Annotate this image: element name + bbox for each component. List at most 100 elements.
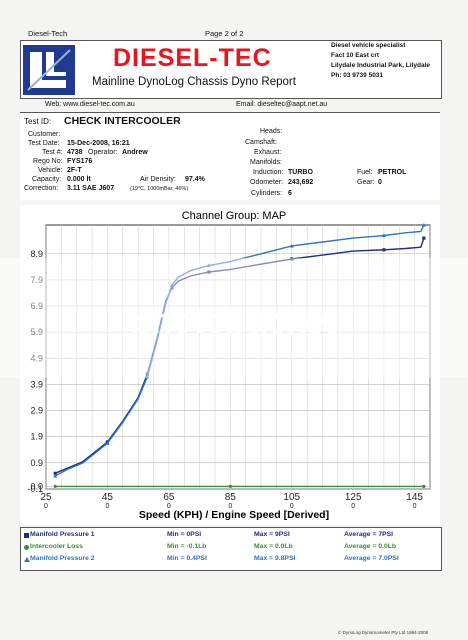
x-tick-sublabel: 0 xyxy=(413,503,417,510)
capacity-value: 0.000 lt xyxy=(67,176,91,183)
contact-row xyxy=(20,101,440,113)
legend-row: Manifold Pressure 1 Min = 0PSI Max = 9PSI A… xyxy=(22,531,437,542)
legend-name: Manifold Pressure 1 xyxy=(30,531,95,538)
rego-value: FYS176 xyxy=(67,158,93,165)
triangle-marker-icon xyxy=(24,557,30,562)
data-point xyxy=(170,286,174,290)
y-tick-label: 6.9 xyxy=(30,301,43,311)
y-tick-label: 1.9 xyxy=(30,432,43,442)
x-tick-label: 105 xyxy=(283,492,300,503)
rego-label: Rego No: xyxy=(33,158,63,165)
x-tick-label: 125 xyxy=(345,492,362,503)
legend-avg: Average = 7PSI xyxy=(344,531,394,538)
report-header xyxy=(20,40,442,99)
data-point xyxy=(206,263,211,268)
y-tick-label: -0.1 xyxy=(27,484,43,494)
x-tick-sublabel: 0 xyxy=(167,503,171,510)
series-line-3 xyxy=(54,224,425,477)
data-point xyxy=(207,270,211,274)
page-number: Page 2 of 2 xyxy=(205,29,244,38)
y-tick-label: 0.9 xyxy=(30,458,43,468)
x-tick-sublabel: 0 xyxy=(351,503,355,510)
legend-max: Max = 9PSI xyxy=(254,531,290,538)
data-point xyxy=(421,223,426,227)
data-point xyxy=(145,372,149,376)
data-point xyxy=(105,441,110,445)
data-point xyxy=(290,257,294,261)
company-line: Diesel vehicle specialist xyxy=(331,42,406,49)
x-tick-label: 145 xyxy=(406,492,423,503)
odometer-value: 243,692 xyxy=(288,179,314,186)
x-tick-sublabel: 0 xyxy=(44,503,48,510)
company-line: Ph: 03 9739 5031 xyxy=(331,72,384,79)
gear-label: Gear: xyxy=(357,179,375,186)
legend-min: Min = -0.1Lb xyxy=(167,543,207,550)
x-tick-sublabel: 0 xyxy=(105,503,109,510)
heads-label: Heads: xyxy=(260,128,283,135)
email-link[interactable]: Email: dieseltec@aapt.net.au xyxy=(236,101,328,108)
company-line: Lilydale Industrial Park, Lilydale xyxy=(331,62,430,69)
air-conditions: (19°C, 1000mBar, 46%) xyxy=(130,186,189,192)
chart-title: Channel Group: MAP xyxy=(182,210,287,222)
y-tick-label: 2.9 xyxy=(30,406,43,416)
cylinders-value: 6 xyxy=(288,190,292,197)
y-tick-label: 3.9 xyxy=(30,379,43,389)
series-line-1 xyxy=(54,237,425,474)
data-point xyxy=(169,283,174,287)
test-info-panel xyxy=(20,113,440,200)
test-date-label: Test Date: xyxy=(28,140,60,147)
exhaust-label: Exhaust: xyxy=(254,149,282,156)
test-id-value: CHECK INTERCOOLER xyxy=(64,115,181,127)
website-link[interactable]: Web: www.diesel-tec.com.au xyxy=(45,101,135,108)
customer-label: Customer: xyxy=(28,131,61,138)
data-point xyxy=(422,236,426,240)
plot-area xyxy=(45,224,431,490)
manifolds-label: Manifolds: xyxy=(250,159,282,166)
air-density-label: Air Density: xyxy=(140,176,176,183)
x-tick-label: 25 xyxy=(40,492,52,503)
company-line: Fact 10 East crt xyxy=(331,52,380,59)
gear-value: 0 xyxy=(378,179,382,186)
data-point xyxy=(53,471,57,475)
odometer-label: Odometer: xyxy=(250,179,284,186)
air-density-value: 97.4% xyxy=(185,176,205,183)
x-tick-label: 65 xyxy=(163,492,175,503)
data-point xyxy=(381,233,386,238)
vehicle-value: 2F-T xyxy=(67,167,82,174)
capacity-label: Capacity: xyxy=(32,176,62,183)
x-axis-label: Speed (KPH) / Engine Speed [Derived] xyxy=(139,509,329,521)
brand-name: DIESEL-TEC xyxy=(113,44,272,72)
x-tick-sublabel: 0 xyxy=(290,503,294,510)
data-point xyxy=(422,484,426,488)
report-title: Mainline DynoLog Chassis Dyno Report xyxy=(92,76,296,88)
y-tick-label: 7.9 xyxy=(30,275,43,285)
cylinders-label: Cylinders: xyxy=(251,190,283,197)
fuel-label: Fuel: xyxy=(357,169,373,176)
legend-max: Max = 0.0Lb xyxy=(254,543,293,550)
data-point xyxy=(53,484,57,488)
legend-row: Intercooler Loss Min = -0.1Lb Max = 0.0Lb A… xyxy=(22,543,437,554)
data-point xyxy=(53,473,58,478)
legend-row: Manifold Pressure 2 Min = 0.4PSI Max = 9.8… xyxy=(22,555,437,566)
y-tick-label: 0.0 xyxy=(30,481,43,491)
watermark-logo: photobucket xyxy=(130,300,336,341)
test-number-label: Test #: xyxy=(42,149,63,156)
test-id-label: Test ID: xyxy=(24,117,52,126)
induction-value: TURBO xyxy=(288,169,313,176)
header-left-text: Diesel-Tech xyxy=(28,29,68,38)
camshaft-label: Camshaft: xyxy=(245,139,277,146)
legend-max: Max = 9.8PSI xyxy=(254,555,296,562)
test-number-value: 4738 xyxy=(67,149,83,156)
operator-value: Andrew xyxy=(122,149,148,156)
watermark-band xyxy=(0,258,468,378)
correction-value: 3.11 SAE J607 xyxy=(67,185,115,192)
legend-name: Manifold Pressure 2 xyxy=(30,555,95,562)
legend-min: Min = 0.4PSI xyxy=(167,555,207,562)
diesel-tec-logo xyxy=(23,45,75,95)
circle-marker-icon xyxy=(24,545,29,550)
data-point xyxy=(145,374,150,379)
chart-legend xyxy=(20,527,442,571)
test-date-value: 15-Dec-2008, 16:21 xyxy=(67,140,130,147)
square-marker-icon xyxy=(24,533,29,538)
x-tick-label: 85 xyxy=(225,492,237,503)
